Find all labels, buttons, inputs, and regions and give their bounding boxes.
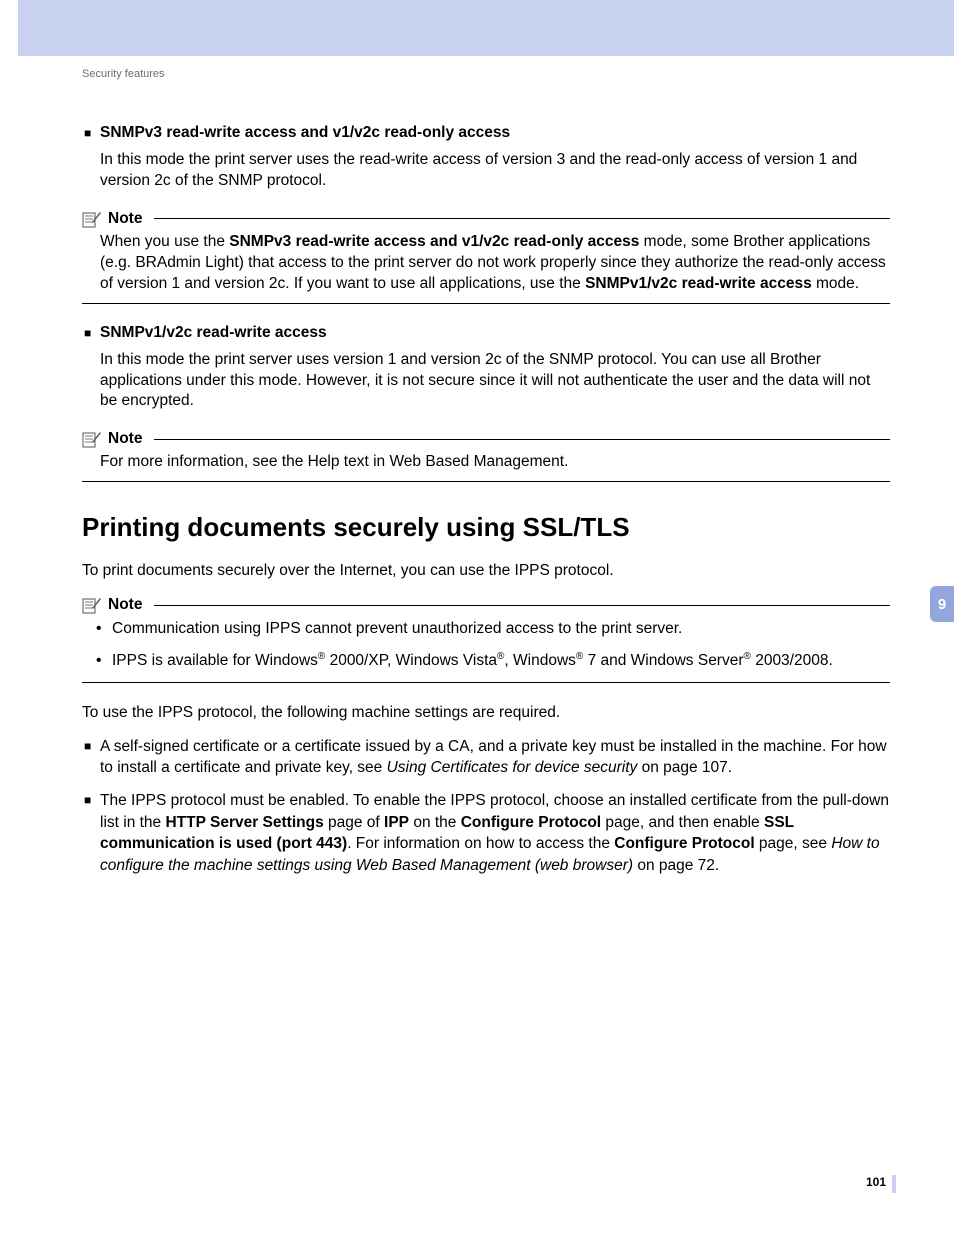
note1-pre: When you use the: [100, 233, 229, 250]
note-block-3: Note • Communication using IPPS cannot p…: [82, 596, 890, 683]
req1-p2: on page 107.: [637, 759, 732, 776]
note-header-2: Note: [82, 430, 890, 448]
note-label-1: Note: [108, 210, 142, 228]
note-body-2: For more information, see the Help text …: [82, 452, 890, 473]
intro-text: To print documents securely over the Int…: [82, 561, 890, 582]
reg-mark: ®: [744, 651, 751, 662]
snmpv3-section: SNMPv3 read-write access and v1/v2c read…: [82, 124, 890, 192]
main-section-title: Printing documents securely using SSL/TL…: [82, 512, 890, 543]
snmpv3-heading: SNMPv3 read-write access and v1/v2c read…: [82, 124, 890, 142]
page-number: 101: [866, 1175, 886, 1189]
note-icon: [82, 596, 102, 614]
note-icon: [82, 430, 102, 448]
note-body-1: When you use the SNMPv3 read-write acces…: [82, 232, 890, 295]
note3-item2: • IPPS is available for Windows® 2000/XP…: [100, 650, 890, 672]
req2-p4: page, and then enable: [601, 814, 764, 831]
note3-p1: IPPS is available for Windows: [112, 652, 318, 669]
note-icon: [82, 210, 102, 228]
note3-list: • Communication using IPPS cannot preven…: [82, 618, 890, 672]
snmpv1-heading: SNMPv1/v2c read-write access: [82, 324, 890, 342]
req2-b1: HTTP Server Settings: [165, 814, 323, 831]
note-label-3: Note: [108, 596, 142, 614]
note3-item1: • Communication using IPPS cannot preven…: [100, 618, 890, 640]
req2-p6: page, see: [755, 835, 832, 852]
req2-b3: Configure Protocol: [461, 814, 601, 831]
req2-b5: Configure Protocol: [614, 835, 754, 852]
req2-b2: IPP: [384, 814, 409, 831]
req1-italic: Using Certificates for device security: [387, 759, 638, 776]
note3-p4: 7 and Windows Server: [583, 652, 743, 669]
snmpv1-body: In this mode the print server uses versi…: [82, 350, 890, 413]
note-block-1: Note When you use the SNMPv3 read-write …: [82, 210, 890, 304]
settings-intro: To use the IPPS protocol, the following …: [82, 703, 890, 724]
requirement-2: The IPPS protocol must be enabled. To en…: [82, 790, 890, 876]
bullet-dot: •: [96, 618, 101, 640]
req2-p2: page of: [324, 814, 384, 831]
note-header-3: Note: [82, 596, 890, 614]
header-bar-notch: [0, 0, 18, 56]
note1-bold2: SNMPv1/v2c read-write access: [585, 275, 812, 292]
note3-p2: 2000/XP, Windows Vista: [325, 652, 497, 669]
bullet-dot: •: [96, 650, 101, 672]
snmpv3-body: In this mode the print server uses the r…: [82, 150, 890, 192]
header-bar: [0, 0, 954, 56]
note-line-3: [154, 605, 890, 606]
note-end-line-1: [82, 303, 890, 304]
note-block-2: Note For more information, see the Help …: [82, 430, 890, 482]
note1-post: mode.: [812, 275, 859, 292]
note3-item1-text: Communication using IPPS cannot prevent …: [112, 620, 682, 637]
req2-p7: on page 72.: [633, 857, 719, 874]
note-line-2: [154, 439, 890, 440]
page-content: Security features SNMPv3 read-write acce…: [82, 68, 890, 888]
note-header-1: Note: [82, 210, 890, 228]
page-number-bar: [892, 1175, 896, 1193]
note-end-line-3: [82, 682, 890, 683]
note-label-2: Note: [108, 430, 142, 448]
note-end-line-2: [82, 481, 890, 482]
note3-p3: , Windows: [504, 652, 576, 669]
note3-p5: 2003/2008.: [751, 652, 833, 669]
req2-p3: on the: [409, 814, 461, 831]
req2-p5: . For information on how to access the: [347, 835, 614, 852]
snmpv1-section: SNMPv1/v2c read-write access In this mod…: [82, 324, 890, 413]
requirement-1: A self-signed certificate or a certifica…: [82, 736, 890, 779]
chapter-tab[interactable]: 9: [930, 586, 954, 622]
note1-bold1: SNMPv3 read-write access and v1/v2c read…: [229, 233, 639, 250]
note-line-1: [154, 218, 890, 219]
breadcrumb: Security features: [82, 68, 890, 80]
